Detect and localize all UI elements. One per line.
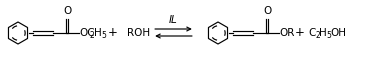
Text: O: O bbox=[63, 6, 71, 16]
Text: 5: 5 bbox=[326, 31, 331, 40]
Text: OH: OH bbox=[330, 28, 346, 38]
Text: +: + bbox=[295, 27, 305, 40]
Text: H: H bbox=[319, 28, 327, 38]
Text: 2: 2 bbox=[315, 31, 320, 40]
Text: +: + bbox=[108, 27, 118, 40]
Text: 2: 2 bbox=[90, 31, 95, 40]
Text: OC: OC bbox=[79, 28, 95, 38]
Text: 5: 5 bbox=[101, 31, 106, 40]
Text: OR: OR bbox=[279, 28, 294, 38]
Text: ROH: ROH bbox=[127, 28, 150, 38]
Text: C: C bbox=[308, 28, 315, 38]
Text: IL: IL bbox=[169, 15, 177, 25]
Text: H: H bbox=[94, 28, 102, 38]
Text: O: O bbox=[263, 6, 271, 16]
